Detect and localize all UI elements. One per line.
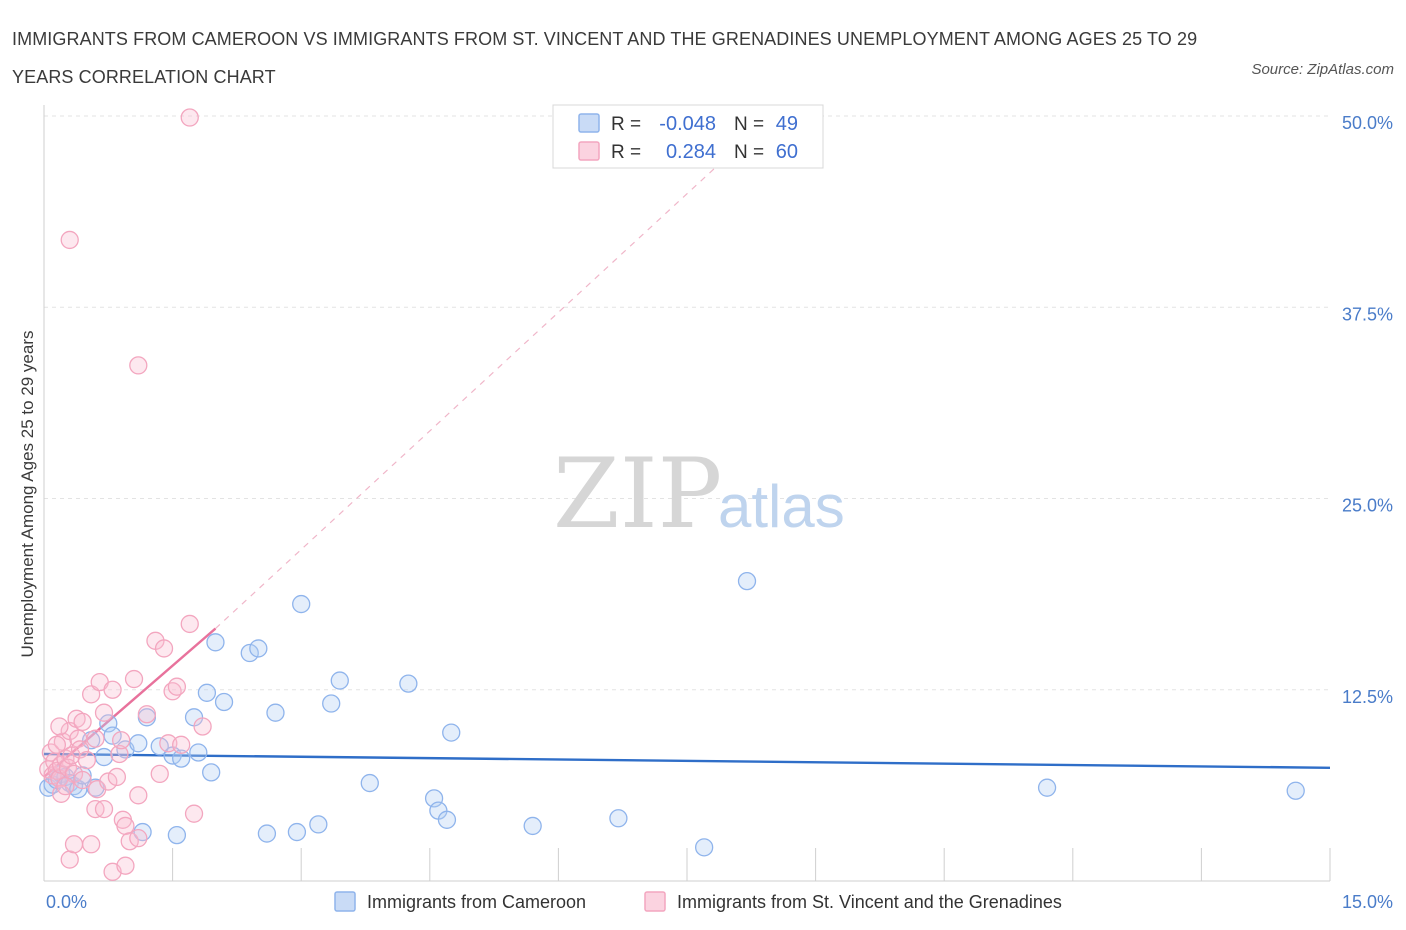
point-stvincent (137, 705, 157, 724)
point-cameroon (437, 810, 457, 829)
point-cameroon (360, 773, 379, 793)
point-stvincent (60, 230, 79, 250)
legend-n-value-2: 60 (776, 141, 798, 163)
legend-r-label-2: R = (611, 142, 641, 163)
point-cameroon (292, 594, 311, 614)
point-stvincent (103, 680, 122, 699)
bottom-legend-swatch-stvincent (644, 891, 666, 912)
legend-r-value-2: 0.284 (666, 141, 716, 163)
point-cameroon (442, 723, 461, 742)
point-stvincent (64, 835, 84, 854)
legend: R = -0.048 N = 49 R = 0.284 N = 60 (552, 104, 824, 169)
legend-n-label-2: N = (734, 142, 764, 163)
point-cameroon (240, 643, 259, 663)
point-stvincent (150, 764, 169, 784)
point-stvincent (86, 729, 105, 748)
point-stvincent (116, 816, 135, 836)
point-stvincent (180, 614, 199, 634)
point-cameroon (197, 683, 217, 702)
point-stvincent (124, 669, 144, 689)
point-stvincent (60, 850, 79, 869)
point-cameroon (322, 694, 341, 713)
point-stvincent (70, 740, 90, 759)
point-cameroon (1037, 778, 1057, 797)
point-stvincent (193, 717, 212, 736)
point-cameroon (609, 809, 628, 828)
point-cameroon (287, 822, 307, 842)
y-tick-label: 50.0% (1342, 113, 1393, 133)
point-cameroon (206, 633, 225, 652)
point-cameroon (694, 838, 714, 857)
bottom-legend-label-cameroon: Immigrants from Cameroon (367, 892, 586, 912)
point-cameroon (309, 815, 328, 834)
legend-r-value-1: -0.048 (659, 113, 716, 135)
y-tick-label: 25.0% (1342, 496, 1393, 516)
point-stvincent (47, 735, 67, 754)
point-cameroon (189, 743, 208, 762)
point-stvincent (94, 703, 114, 722)
point-stvincent (112, 731, 131, 750)
point-stvincent (50, 717, 69, 736)
source-label: Source: ZipAtlas.com (1251, 61, 1394, 78)
point-stvincent (129, 829, 148, 848)
bottom-legend-swatch-cameroon (334, 891, 356, 912)
point-cameroon (103, 726, 122, 745)
y-tick-label: 12.5% (1342, 687, 1393, 707)
grid-lines (44, 115, 1330, 691)
legend-swatch-cameroon (578, 113, 600, 133)
point-cameroon (399, 674, 418, 693)
legend-r-label-1: R = (611, 114, 641, 135)
point-stvincent (172, 735, 191, 754)
point-cameroon (257, 824, 277, 843)
point-cameroon (129, 734, 148, 753)
x-tick-marks (43, 848, 1331, 881)
point-stvincent (129, 786, 148, 805)
point-stvincent (73, 712, 92, 732)
y-tick-labels: 12.5% 25.0% 37.5% 50.0% (1342, 113, 1393, 707)
point-stvincent (154, 639, 174, 658)
point-stvincent (94, 799, 114, 819)
point-stvincent (56, 776, 75, 796)
x-tick-label-min: 0.0% (46, 892, 87, 912)
point-stvincent (99, 772, 118, 791)
y-axis-label: Unemployment Among Ages 25 to 29 years (18, 331, 37, 658)
point-cameroon (1286, 781, 1305, 800)
bottom-legend: Immigrants from Cameroon Immigrants from… (334, 891, 1062, 912)
point-stvincent (167, 677, 187, 696)
point-cameroon (94, 747, 114, 767)
point-stvincent (116, 856, 135, 875)
watermark-atlas: atlas (718, 473, 845, 540)
point-cameroon (167, 825, 187, 845)
x-tick-label-max: 15.0% (1342, 892, 1393, 912)
trend-line-extension-stvincent (215, 153, 731, 629)
point-stvincent (82, 835, 101, 854)
point-cameroon (523, 816, 542, 836)
point-cameroon (737, 571, 757, 591)
point-cameroon (172, 749, 191, 768)
point-stvincent (73, 770, 92, 790)
point-stvincent (77, 750, 97, 770)
chart-title: IMMIGRANTS FROM CAMEROON VS IMMIGRANTS F… (12, 29, 1198, 87)
y-tick-label: 37.5% (1342, 304, 1393, 324)
point-stvincent (184, 804, 204, 823)
legend-swatch-stvincent (578, 141, 600, 161)
point-cameroon (266, 703, 285, 722)
trend-line-cameroon (43, 752, 1331, 769)
legend-n-value-1: 49 (776, 113, 798, 135)
data-points (39, 108, 1305, 881)
watermark-zip: ZIP (553, 438, 722, 550)
point-stvincent (129, 356, 148, 375)
point-cameroon (249, 639, 268, 658)
point-stvincent (107, 767, 127, 787)
bottom-legend-label-stvincent: Immigrants from St. Vincent and the Gren… (677, 892, 1062, 912)
point-cameroon (330, 671, 349, 690)
point-stvincent (110, 744, 129, 764)
point-cameroon (202, 763, 221, 782)
point-stvincent (180, 108, 199, 127)
point-cameroon (214, 692, 234, 712)
legend-n-label-1: N = (734, 114, 764, 135)
